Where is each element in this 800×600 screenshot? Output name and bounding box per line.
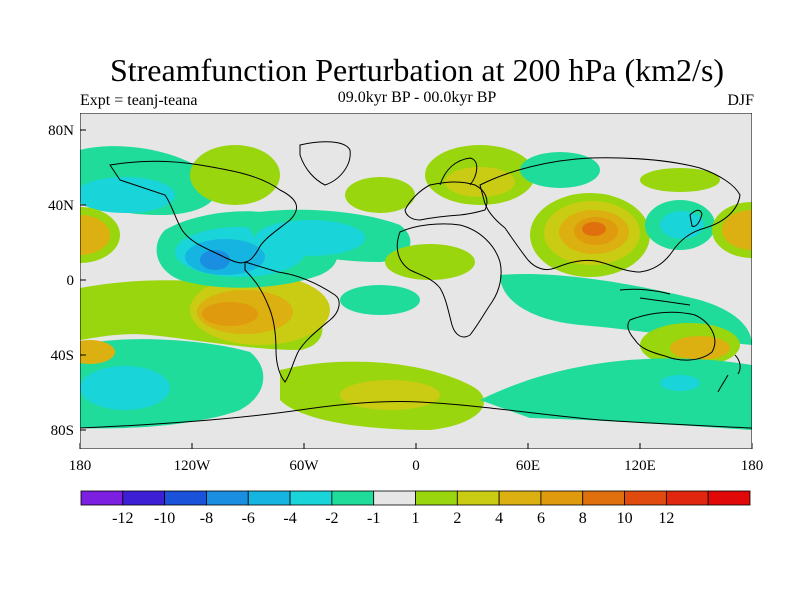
coast-south-america [244, 261, 340, 383]
coast-africa [396, 223, 502, 338]
colorbar-label: -6 [242, 510, 255, 527]
colorbar-swatch [582, 490, 625, 506]
colorbar-swatch [415, 490, 458, 506]
colorbar-swatch [122, 490, 166, 506]
lon-tick-120w: 120W [174, 458, 212, 474]
coast-new-zealand [717, 354, 741, 393]
colorbar-swatch [498, 490, 542, 506]
colorbar-label: 2 [453, 510, 461, 527]
colorbar-label: 8 [579, 510, 587, 527]
contour-pos-tibet-8 [582, 222, 606, 236]
contour-pos-south-america-6 [202, 302, 258, 326]
lat-tick-40n: 40N [48, 198, 74, 214]
colorbar-swatch [373, 490, 416, 506]
colorbar-swatch [624, 490, 667, 506]
season-label: DJF [727, 92, 754, 109]
coastlines [80, 141, 752, 429]
coast-australia [627, 311, 716, 361]
lon-tick-0: 0 [412, 458, 420, 474]
contour-neg-west-pacific-2 [660, 211, 704, 239]
lat-axis: 80N 40N 0 40S 80S [48, 123, 86, 439]
colorbar-swatch [80, 490, 124, 506]
contour-neg-south-atlantic [340, 285, 420, 315]
colorbar-swatch [456, 490, 500, 506]
coast-asia [479, 157, 741, 273]
lat-tick-0: 0 [67, 273, 75, 289]
contour-pos-europe-2 [445, 167, 515, 197]
coast-scandinavia [439, 157, 478, 186]
contour-pos-north-atlantic [345, 177, 415, 213]
lon-tick-180w: 180 [69, 458, 92, 474]
colorbar-label: 4 [495, 510, 503, 527]
contour-pos-new-zealand-2 [670, 336, 730, 360]
colorbar-label: -4 [283, 510, 296, 527]
lat-tick-40s: 40S [51, 348, 74, 364]
colorbar-swatch [206, 490, 249, 506]
contour-pos-africa [385, 244, 475, 280]
colorbar-label: -8 [200, 510, 213, 527]
coast-greenland [299, 141, 351, 186]
colorbar-label: 1 [412, 510, 420, 527]
contour-neg-atlantic-2 [255, 220, 365, 256]
colorbar-swatch [164, 490, 207, 506]
chart-title: Streamfunction Perturbation at 200 hPa (… [109, 52, 725, 88]
lat-tick-80n: 80N [48, 123, 74, 139]
lon-tick-180e: 180 [741, 458, 764, 474]
period-label: 09.0kyr BP - 00.0kyr BP [337, 89, 497, 106]
contour-neg-eurasia [520, 152, 600, 188]
contour-pos-south-atlantic-2 [340, 380, 440, 410]
contour-neg-east-pacific-6 [200, 250, 230, 270]
colorbar-label: 6 [537, 510, 545, 527]
lon-tick-120e: 120E [624, 458, 656, 474]
colorbar-swatch [331, 490, 375, 506]
colorbar-swatch [247, 490, 291, 506]
colorbar-label: -2 [325, 510, 338, 527]
colorbar-label: -1 [367, 510, 380, 527]
coast-europe [404, 181, 488, 221]
contour-neg-southern-ocean-east-2 [660, 375, 700, 391]
coast-japan [689, 209, 703, 227]
contour-pos-central-pacific-west-2 [80, 215, 110, 255]
coast-antarctica [80, 400, 752, 429]
contour-pos-north-america [190, 145, 280, 205]
colorbar-swatch [707, 490, 751, 506]
colorbar-label: 10 [617, 510, 633, 527]
colorbar-swatch [289, 490, 333, 506]
coast-north-america [109, 160, 298, 264]
coast-indonesia [619, 288, 691, 306]
contour-neg-south-pacific-core [80, 366, 170, 410]
colorbar-label: 12 [658, 510, 674, 527]
colorbar: -12 -10 -8 -6 -4 -2 -1 1 2 4 6 8 10 12 [80, 490, 751, 527]
lon-tick-60e: 60E [516, 458, 540, 474]
colorbar-label: -12 [112, 510, 133, 527]
colorbar-swatch [665, 490, 709, 506]
contour-pos-south-west [80, 340, 115, 364]
contour-pos-central-pacific-east-2 [722, 210, 752, 250]
contour-fields [80, 145, 752, 430]
lat-tick-80s: 80S [51, 423, 74, 439]
experiment-label: Expt = teanj-teana [80, 92, 198, 109]
lon-axis: 180 120W 60W 0 60E 120E 180 [69, 443, 764, 474]
lon-tick-60w: 60W [289, 458, 319, 474]
colorbar-label: -10 [154, 510, 175, 527]
contour-neg-north-pacific-2 [80, 177, 175, 213]
map-panel [80, 113, 752, 449]
contour-neg-siberia [640, 168, 720, 192]
colorbar-swatch [540, 490, 584, 506]
